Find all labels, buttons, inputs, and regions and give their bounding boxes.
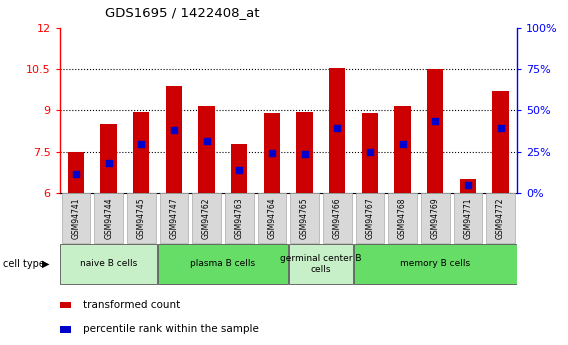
Bar — [68, 152, 84, 193]
Point — [268, 150, 277, 156]
Text: GSM94763: GSM94763 — [235, 197, 244, 239]
Text: naive B cells: naive B cells — [80, 259, 137, 268]
Point — [169, 127, 178, 132]
Bar — [427, 69, 444, 193]
Text: GSM94771: GSM94771 — [463, 197, 473, 239]
Bar — [101, 124, 117, 193]
Point — [300, 151, 309, 157]
Text: plasma B cells: plasma B cells — [190, 259, 256, 268]
Bar — [362, 113, 378, 193]
Text: GSM94765: GSM94765 — [300, 197, 309, 239]
Text: GSM94767: GSM94767 — [365, 197, 374, 239]
Text: GSM94745: GSM94745 — [137, 197, 146, 239]
Text: cell type: cell type — [3, 259, 45, 269]
Text: GSM94762: GSM94762 — [202, 197, 211, 239]
Bar — [158, 244, 288, 284]
Bar — [257, 193, 286, 243]
Text: GSM94766: GSM94766 — [333, 197, 342, 239]
Point — [398, 141, 407, 146]
Point — [235, 167, 244, 172]
Point — [333, 126, 342, 131]
Point — [202, 138, 211, 144]
Text: GSM94768: GSM94768 — [398, 197, 407, 239]
Bar — [290, 193, 319, 243]
Point — [496, 126, 505, 131]
Bar — [231, 144, 248, 193]
Point — [463, 182, 473, 188]
Text: GSM94772: GSM94772 — [496, 197, 505, 239]
Bar — [356, 193, 385, 243]
Text: germinal center B
cells: germinal center B cells — [280, 254, 362, 274]
Text: GDS1695 / 1422408_at: GDS1695 / 1422408_at — [105, 6, 260, 19]
Text: percentile rank within the sample: percentile rank within the sample — [83, 325, 260, 334]
Bar — [460, 179, 476, 193]
Bar — [198, 106, 215, 193]
Text: transformed count: transformed count — [83, 300, 181, 310]
Point — [72, 171, 81, 177]
Text: GSM94769: GSM94769 — [431, 197, 440, 239]
Bar — [329, 68, 345, 193]
Point — [104, 160, 113, 166]
Bar — [354, 244, 516, 284]
Bar — [289, 244, 353, 284]
Text: memory B cells: memory B cells — [400, 259, 470, 268]
Bar — [453, 193, 482, 243]
Bar — [225, 193, 254, 243]
Bar — [61, 193, 90, 243]
Bar — [127, 193, 156, 243]
Point — [431, 119, 440, 124]
Bar — [492, 91, 509, 193]
Text: ▶: ▶ — [41, 259, 49, 269]
Bar — [166, 86, 182, 193]
Bar — [323, 193, 352, 243]
Point — [137, 141, 146, 146]
Bar — [296, 112, 313, 193]
Bar — [421, 193, 450, 243]
Text: GSM94741: GSM94741 — [72, 197, 81, 239]
Bar — [94, 193, 123, 243]
Bar — [160, 193, 189, 243]
Text: GSM94747: GSM94747 — [169, 197, 178, 239]
Bar — [60, 244, 157, 284]
Point — [365, 149, 374, 155]
Text: GSM94764: GSM94764 — [268, 197, 277, 239]
Bar — [394, 106, 411, 193]
Text: GSM94744: GSM94744 — [104, 197, 113, 239]
Bar — [133, 112, 149, 193]
Bar — [486, 193, 515, 243]
Bar — [388, 193, 417, 243]
Bar — [192, 193, 221, 243]
Bar — [264, 113, 280, 193]
